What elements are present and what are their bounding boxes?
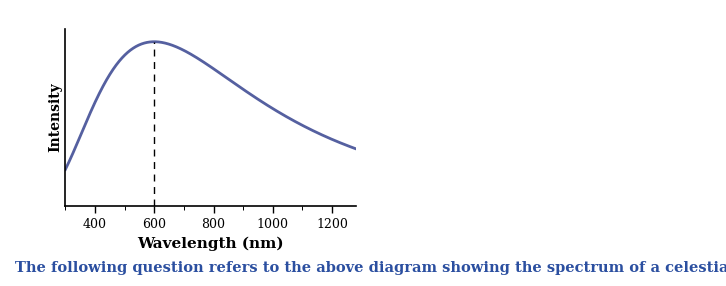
Y-axis label: Intensity: Intensity bbox=[49, 82, 62, 152]
Text: The following question refers to the above diagram showing the spectrum of a cel: The following question refers to the abo… bbox=[15, 261, 726, 275]
X-axis label: Wavelength (nm): Wavelength (nm) bbox=[137, 236, 284, 251]
